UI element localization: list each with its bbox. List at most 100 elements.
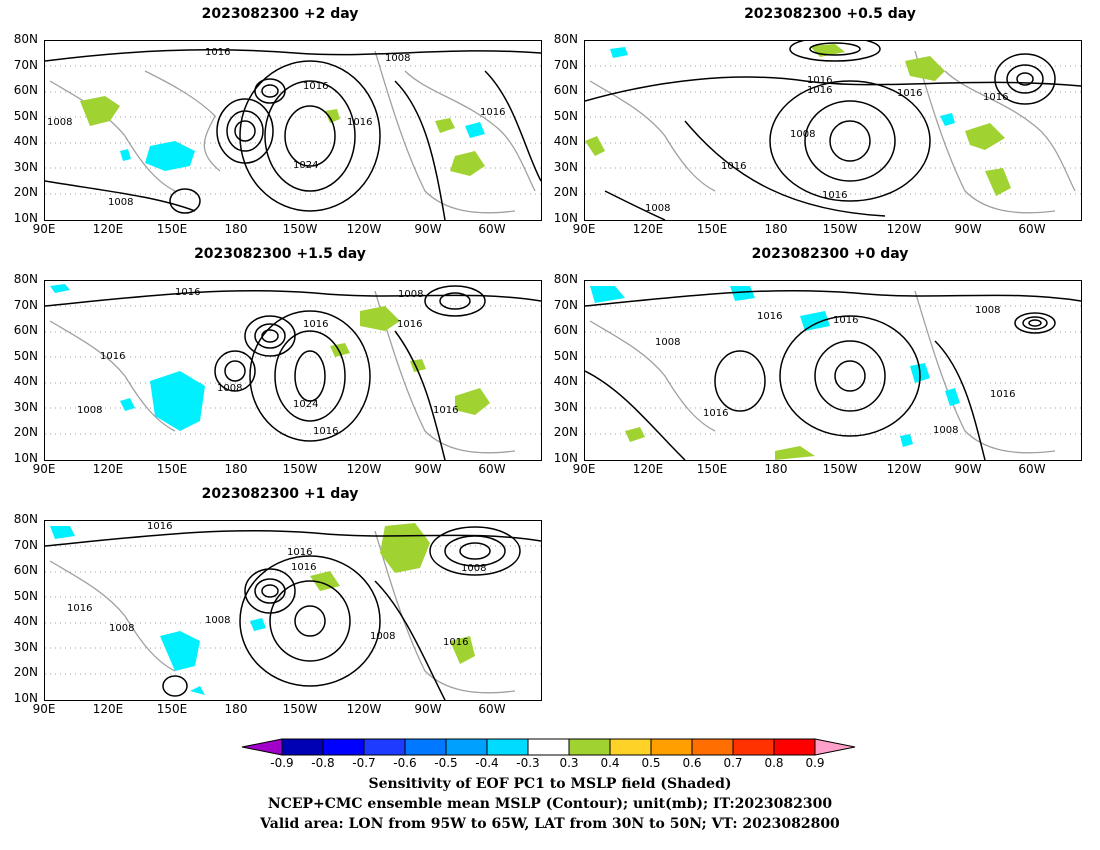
lon-tick: 150W [822,462,858,476]
colorbar-tick-label: -0.5 [434,756,458,770]
lon-tick: 120W [886,222,922,236]
lon-tick: 120W [346,222,382,236]
contour-label: 1024 [293,399,318,410]
lon-tick: 120W [346,462,382,476]
colorbar-swatch [241,738,283,756]
contour-label: 1016 [205,47,230,58]
lat-tick: 70N [13,298,38,312]
contour-label: 1016 [443,637,468,648]
lon-tick: 90E [572,462,596,476]
lon-tick: 60W [478,702,506,716]
lat-tick: 30N [13,640,38,654]
lat-tick: 60N [13,323,38,337]
colorbar-swatch [322,738,365,756]
lon-tick: 90E [32,222,56,236]
lat-tick: 40N [553,134,578,148]
lon-tick: 150W [282,462,318,476]
lon-tick: 150E [696,222,728,236]
contour-label: 1016 [822,190,847,201]
lat-tick: 40N [13,374,38,388]
contour-label: 1016 [175,287,200,298]
panel-plus0.5day: 2023082300 +0.5 day 1016 10 [540,0,1100,245]
contour-label: 1016 [757,311,782,322]
caption-line-3: Valid area: LON from 95W to 65W, LAT fro… [260,816,840,832]
map-svg: 1016 1016 1016 1008 1016 1008 1008 1016 … [45,521,541,700]
lat-tick: 50N [553,109,578,123]
lat-tick: 80N [13,272,38,286]
lat-tick: 70N [13,538,38,552]
lat-tick: 70N [553,58,578,72]
lon-tick: 180 [764,222,788,236]
colorbar-swatch [527,738,570,756]
contour-label: 1024 [293,160,318,171]
lon-tick: 180 [224,462,248,476]
lat-tick: 50N [553,349,578,363]
contour-label: 1016 [897,88,922,99]
lat-tick: 60N [13,563,38,577]
lat-tick: 50N [13,589,38,603]
lon-tick: 120E [632,462,664,476]
lat-tick: 20N [13,665,38,679]
colorbar-tick-label: 0.3 [559,756,579,770]
map-svg: 1016 1016 1016 1016 1008 1016 1016 1008 [585,41,1081,220]
contour-label: 1008 [933,425,958,436]
panel-title: 2023082300 +2 day [201,6,359,22]
colorbar-tick-label: -0.4 [475,756,499,770]
colorbar-swatch [814,738,856,756]
panel-title: 2023082300 +0.5 day [744,6,916,22]
map-plot: 1008 1016 1016 1008 1016 1016 1008 [584,280,1082,461]
colorbar-swatch [650,738,693,756]
panel-plus1.5day: 2023082300 +1.5 day 1016 [0,240,550,485]
contour-label: 1016 [480,107,505,118]
lat-tick: 40N [553,374,578,388]
lat-tick: 20N [13,185,38,199]
contour-label: 1008 [109,623,134,634]
contour-label: 1008 [655,337,680,348]
contour-label: 1016 [807,85,832,96]
lon-tick: 90W [414,462,442,476]
lat-tick: 50N [13,349,38,363]
lat-tick: 60N [13,83,38,97]
colorbar-swatch [773,738,816,756]
lon-tick: 90E [572,222,596,236]
contour-label: 1016 [433,405,458,416]
contour-label: 1016 [833,315,858,326]
lon-tick: 60W [478,462,506,476]
lon-tick: 120E [92,702,124,716]
lat-tick: 80N [553,32,578,46]
contour-label: 1016 [983,92,1008,103]
caption-line-2: NCEP+CMC ensemble mean MSLP (Contour); u… [267,796,833,812]
contour-label: 1016 [807,75,832,86]
contour-label: 1016 [67,603,92,614]
lon-tick: 60W [1018,462,1046,476]
lon-tick: 150W [822,222,858,236]
map-plot: 1016 1008 1016 1016 1016 1008 1024 1008 … [44,280,542,461]
lat-tick: 40N [13,134,38,148]
lat-tick: 80N [13,512,38,526]
colorbar-tick-label: -0.8 [311,756,335,770]
lat-tick: 50N [13,109,38,123]
contour-label: 1008 [790,129,815,140]
lon-tick: 90W [414,222,442,236]
lat-tick: 30N [553,160,578,174]
map-plot: 1016 1016 1016 1008 1016 1008 1008 1016 … [44,520,542,701]
lat-tick: 30N [13,160,38,174]
lon-tick: 90W [954,462,982,476]
colorbar-swatch [445,738,488,756]
contour-label: 1016 [721,161,746,172]
contour-label: 1016 [397,319,422,330]
contour-label: 1008 [108,197,133,208]
lon-tick: 150W [282,222,318,236]
lat-tick: 20N [13,425,38,439]
map-svg: 1008 1016 1016 1008 1016 1016 1008 [585,286,1081,460]
lon-tick: 90E [32,462,56,476]
contour-label: 1008 [205,615,230,626]
lat-tick: 80N [553,272,578,286]
lon-tick: 150E [156,702,188,716]
colorbar-swatch [404,738,447,756]
lat-tick: 10N [13,211,38,225]
contour-label: 1016 [303,81,328,92]
lon-tick: 150E [696,462,728,476]
panel-plus0day: 2023082300 +0 day 1008 1016 [540,240,1100,485]
lon-tick: 120W [346,702,382,716]
